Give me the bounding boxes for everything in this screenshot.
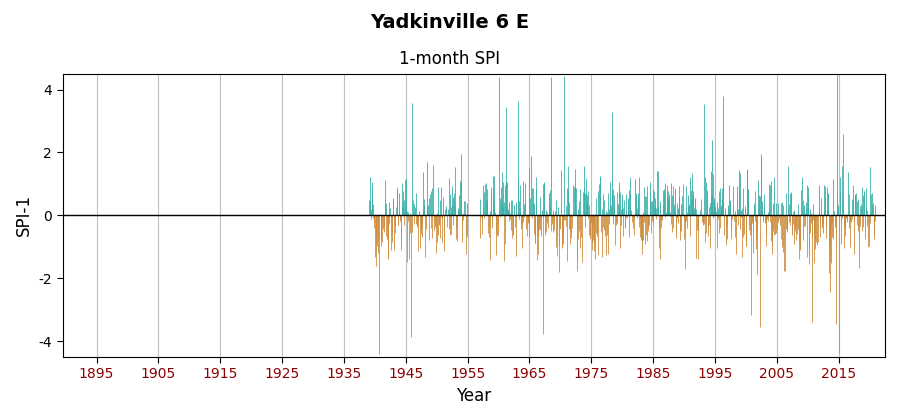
Text: Yadkinville 6 E: Yadkinville 6 E <box>371 13 529 32</box>
Y-axis label: SPI-1: SPI-1 <box>15 194 33 236</box>
Text: 1-month SPI: 1-month SPI <box>400 50 500 68</box>
X-axis label: Year: Year <box>456 387 491 405</box>
